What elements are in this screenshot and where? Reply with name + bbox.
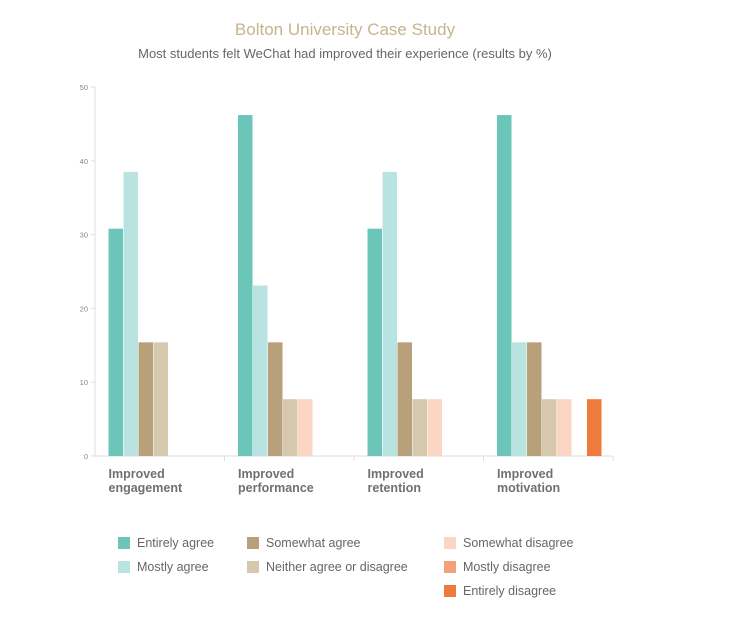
legend-item: Mostly agree [118,560,209,574]
y-tick-label: 50 [80,83,88,92]
bar-entirely-disagree-3 [587,399,602,456]
y-tick-label: 30 [80,231,88,240]
bar-somewhat-disagree-3 [557,399,572,456]
x-category-label: Improved retention [368,467,424,495]
bar-somewhat-agree-3 [527,342,542,456]
bar-chart: 0 10 20 30 40 50 Improved engagement Improved per… [80,83,614,495]
bar-somewhat-agree-1 [268,342,283,456]
y-tick-label: 0 [84,452,88,461]
legend-label: Mostly disagree [463,560,551,574]
legend-item: Somewhat disagree [444,536,573,550]
legend-label: Mostly agree [137,560,209,574]
bar-mostly-agree-0 [123,171,138,456]
bar-entirely-agree-1 [238,115,253,456]
bar-entirely-agree-0 [108,228,123,456]
legend-swatch [247,561,259,573]
legend-item: Entirely disagree [444,584,556,598]
legend-label: Somewhat disagree [463,536,574,550]
legend-swatch [118,537,130,549]
bar-somewhat-disagree-1 [298,399,313,456]
bar-somewhat-disagree-2 [427,399,442,456]
bar-mostly-agree-1 [253,285,268,456]
legend-label: Somewhat agree [266,536,361,550]
chart-title: Bolton University Case Study [234,20,456,39]
legend-swatch [118,561,130,573]
chart-subtitle: Most students felt WeChat had improved t… [138,46,552,61]
bar-mostly-agree-3 [512,342,527,456]
legend-item: Entirely agree [118,536,214,550]
y-tick-label: 10 [80,378,88,387]
bar-mostly-agree-2 [382,171,397,456]
x-category-label: Improved performance [238,467,314,495]
legend-swatch [444,537,456,549]
legend-label: Neither agree or disagree [266,560,408,574]
legend-item: Somewhat agree [247,536,361,550]
legend-swatch [247,537,259,549]
legend-item: Neither agree or disagree [247,560,408,574]
x-category-label: Improved motivation [497,467,560,495]
y-tick-label: 40 [80,157,88,166]
legend-label: Entirely agree [137,536,215,550]
legend-swatch [444,561,456,573]
chart-legend: Entirely agree Mostly agree Somewhat agree… [118,536,598,616]
legend-label: Entirely disagree [463,584,557,598]
bar-somewhat-agree-2 [397,342,412,456]
bar-neither-agree-or-disagree-1 [283,399,298,456]
legend-swatch [444,585,456,597]
x-category-label: Improved engagement [109,467,183,495]
bar-somewhat-agree-0 [138,342,153,456]
bar-entirely-agree-3 [497,115,512,456]
bar-entirely-agree-2 [367,228,382,456]
bar-neither-agree-or-disagree-3 [542,399,557,456]
bar-neither-agree-or-disagree-0 [153,342,168,456]
legend-item: Mostly disagree [444,560,551,574]
bar-neither-agree-or-disagree-2 [412,399,427,456]
y-tick-label: 20 [80,304,88,313]
